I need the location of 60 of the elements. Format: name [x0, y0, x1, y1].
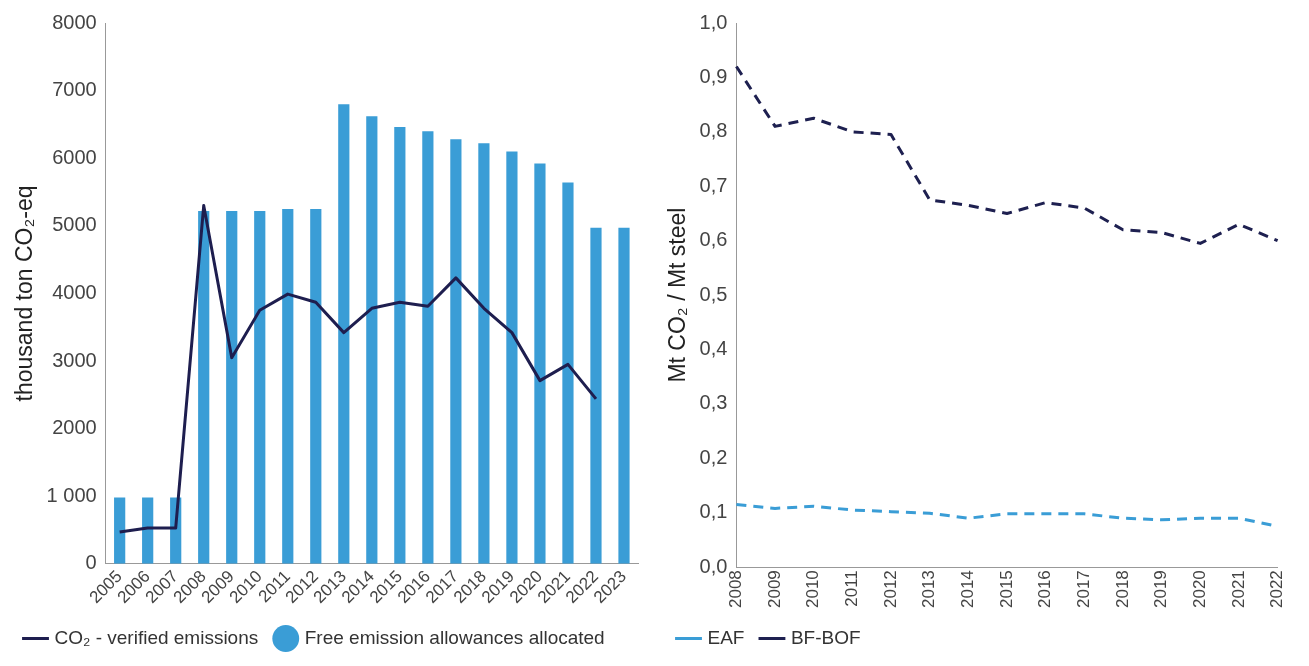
bar: [618, 227, 630, 564]
y-tick-label: 0: [85, 551, 97, 574]
legend-label: Free emission allowances allocated: [304, 626, 605, 648]
bar: [198, 210, 210, 564]
x-tick-label: 2011: [842, 570, 862, 607]
bar: [282, 208, 294, 564]
bar: [338, 104, 350, 564]
bar: [394, 127, 406, 564]
y-tick-label: 4000: [52, 280, 97, 303]
y-tick-label: 2000: [52, 416, 97, 439]
line-series: [734, 65, 1280, 245]
bar: [254, 210, 266, 564]
y-axis-title: Mt CO₂ / Mt steel: [664, 207, 691, 383]
x-tick-label: 2010: [803, 570, 823, 609]
y-tick-label: 0,5: [699, 282, 728, 305]
legend-label: CO₂ - verified emissions: [54, 626, 259, 648]
x-tick-label: 2017: [1074, 570, 1093, 609]
x-tick-label: 2022: [1267, 570, 1287, 609]
y-tick-label: 0,7: [699, 173, 728, 196]
y-tick-label: 0,3: [699, 391, 728, 414]
y-tick-label: 3000: [52, 348, 97, 371]
y-tick-label: 5000: [52, 213, 97, 236]
bar: [226, 210, 238, 564]
y-tick-label: 0,4: [699, 337, 728, 360]
y-tick-label: 0,2: [699, 445, 728, 468]
y-tick-label: 1 000: [46, 483, 97, 506]
y-axis-title: thousand ton CO₂-eq: [11, 185, 38, 402]
y-tick-label: 0,0: [699, 554, 728, 577]
x-tick-label: 2019: [1151, 570, 1171, 609]
y-tick-label: 0,8: [699, 119, 728, 142]
bar: [562, 182, 574, 564]
bar: [114, 497, 126, 564]
x-tick-label: 2014: [958, 570, 978, 609]
x-tick-label: 2016: [1035, 570, 1055, 609]
bar: [310, 208, 322, 564]
bar: [534, 163, 546, 564]
y-tick-label: 1,0: [699, 10, 728, 33]
legend-label: EAF: [707, 626, 745, 648]
bar: [590, 227, 602, 564]
y-tick-label: 7000: [52, 78, 97, 101]
x-tick-label: 2012: [880, 570, 900, 609]
x-tick-label: 2009: [764, 570, 784, 609]
bar: [422, 131, 434, 564]
x-tick-label: 2020: [1189, 570, 1209, 609]
y-tick-label: 0,1: [699, 500, 728, 523]
y-tick-label: 8000: [52, 10, 97, 33]
bar: [506, 151, 518, 564]
x-tick-label: 2008: [726, 570, 746, 609]
x-tick-label: 2013: [919, 570, 939, 609]
x-tick-label: 2018: [1112, 570, 1132, 609]
legend-label: BF-BOF: [790, 626, 861, 648]
bar: [142, 497, 154, 564]
bar: [366, 116, 378, 564]
bar: [478, 143, 490, 564]
y-tick-label: 6000: [52, 145, 97, 168]
x-tick-label: 2015: [996, 570, 1016, 609]
y-tick-label: 0,6: [699, 228, 728, 251]
x-tick-label: 2021: [1228, 570, 1248, 609]
bar: [450, 139, 462, 564]
y-tick-label: 0,9: [699, 64, 728, 87]
